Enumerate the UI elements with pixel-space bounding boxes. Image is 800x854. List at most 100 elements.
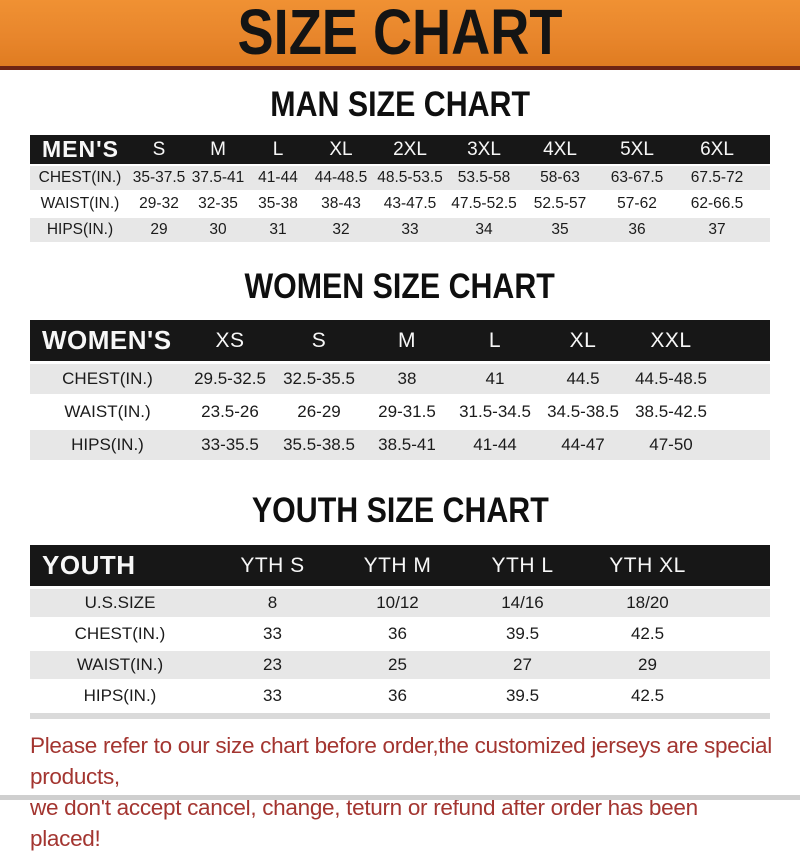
section-title-text: YOUTH SIZE CHART [251,489,549,530]
size-value: 34.5-38.5 [539,397,627,430]
size-value: 47-50 [627,430,715,463]
size-value: 36 [335,620,460,651]
size-value: 58-63 [522,166,598,192]
size-value: 36 [335,682,460,713]
size-value: 29-32 [130,192,188,218]
size-column-header: L [248,135,308,166]
section-title: MAN SIZE CHART [0,83,800,124]
table-row: WAIST(IN.) 23 25 27 29 [30,651,770,682]
size-value: 27 [460,651,585,682]
banner: SIZE CHART [0,0,800,70]
size-column-header: S [130,135,188,166]
row-label: CHEST(IN.) [30,364,185,397]
row-label: WAIST(IN.) [30,192,130,218]
table-corner-label: WOMEN'S [30,320,185,364]
spacer-cell [758,135,770,166]
footer-line-2: we don't accept cancel, change, teturn o… [30,795,698,851]
size-value: 37.5-41 [188,166,248,192]
size-value: 62-66.5 [676,192,758,218]
row-label: WAIST(IN.) [30,397,185,430]
spacer-cell [715,364,770,397]
row-label: U.S.SIZE [30,589,210,620]
size-column-header: XS [185,320,275,364]
section-2: WOMEN SIZE CHART WOMEN'S XS S M L XL XXL CHEST(I… [0,265,800,463]
size-value: 35-37.5 [130,166,188,192]
size-value: 38.5-41 [363,430,451,463]
size-value: 63-67.5 [598,166,676,192]
size-value: 23.5-26 [185,397,275,430]
size-value: 29 [130,218,188,244]
row-label: HIPS(IN.) [30,682,210,713]
size-column-header: YTH XL [585,545,710,589]
size-column-header: XXL [627,320,715,364]
size-value: 8 [210,589,335,620]
spacer-cell [715,320,770,364]
table-row: CHEST(IN.) 33 36 39.5 42.5 [30,620,770,651]
size-value: 14/16 [460,589,585,620]
section-title-text: WOMEN SIZE CHART [244,265,556,306]
size-value: 44-47 [539,430,627,463]
size-value: 57-62 [598,192,676,218]
size-value: 30 [188,218,248,244]
size-value: 52.5-57 [522,192,598,218]
size-value: 38 [363,364,451,397]
size-value: 33 [210,682,335,713]
table-row: U.S.SIZE 8 10/12 14/16 18/20 [30,589,770,620]
size-value: 18/20 [585,589,710,620]
section-title-text: MAN SIZE CHART [270,83,530,124]
header-row: YOUTH YTH S YTH M YTH L YTH XL [30,545,770,589]
header-row: WOMEN'S XS S M L XL XXL [30,320,770,364]
size-value: 41-44 [248,166,308,192]
size-column-header: M [363,320,451,364]
size-value: 44.5 [539,364,627,397]
table-row: HIPS(IN.) 33-35.5 35.5-38.5 38.5-41 41-44 44-… [30,430,770,463]
table-row: WAIST(IN.) 29-32 32-35 35-38 38-43 43-47.5 47.… [30,192,770,218]
page-title: SIZE CHART [237,0,563,69]
section-3: YOUTH SIZE CHART YOUTH YTH S YTH M YTH L YTH … [0,489,800,719]
row-label: WAIST(IN.) [30,651,210,682]
size-value: 32 [308,218,374,244]
size-value: 38-43 [308,192,374,218]
size-value: 25 [335,651,460,682]
table-corner-label: MEN'S [30,135,130,166]
section-title: WOMEN SIZE CHART [0,265,800,306]
size-column-header: 5XL [598,135,676,166]
size-value: 41 [451,364,539,397]
row-label: CHEST(IN.) [30,166,130,192]
table-row: HIPS(IN.) 29 30 31 32 33 34 35 36 37 [30,218,770,244]
size-column-header: YTH M [335,545,460,589]
size-value: 33 [374,218,446,244]
spacer-cell [710,651,770,682]
size-value: 42.5 [585,682,710,713]
size-value: 35.5-38.5 [275,430,363,463]
page-bottom-edge [0,795,800,800]
size-value: 26-29 [275,397,363,430]
section-1: MAN SIZE CHART MEN'S S M L XL 2XL 3XL 4XL 5XL 6XL C… [0,83,800,244]
size-column-header: 4XL [522,135,598,166]
row-label: HIPS(IN.) [30,218,130,244]
size-column-header: S [275,320,363,364]
table-row: HIPS(IN.) 33 36 39.5 42.5 [30,682,770,713]
spacer-cell [758,166,770,192]
size-value: 38.5-42.5 [627,397,715,430]
size-value: 67.5-72 [676,166,758,192]
table-row: CHEST(IN.) 35-37.5 37.5-41 41-44 44-48.5 48.5… [30,166,770,192]
size-value: 33 [210,620,335,651]
size-column-header: M [188,135,248,166]
size-value: 29-31.5 [363,397,451,430]
size-table: MEN'S S M L XL 2XL 3XL 4XL 5XL 6XL CHEST(IN.) 35-37… [30,135,770,244]
spacer-cell [715,397,770,430]
size-value: 33-35.5 [185,430,275,463]
size-value: 39.5 [460,682,585,713]
size-value: 36 [598,218,676,244]
size-column-header: 2XL [374,135,446,166]
footer-line-1: Please refer to our size chart before or… [30,733,772,789]
size-value: 31.5-34.5 [451,397,539,430]
size-value: 10/12 [335,589,460,620]
size-column-header: XL [539,320,627,364]
table-bottom-strip [30,713,770,719]
spacer-cell [758,218,770,244]
size-column-header: L [451,320,539,364]
size-value: 32-35 [188,192,248,218]
size-value: 29.5-32.5 [185,364,275,397]
